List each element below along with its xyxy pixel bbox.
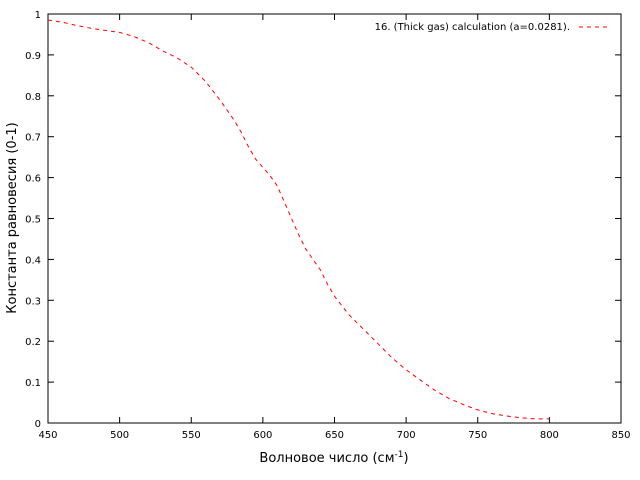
y-tick-label: 0.7 [25,133,41,144]
x-tick-label: 700 [397,430,416,441]
legend: 16. (Thick gas) calculation (a=0.0281). [375,22,611,33]
x-axis-title-end: ) [403,451,408,466]
x-tick-label: 800 [540,430,559,441]
y-tick-label: 0.9 [25,51,41,62]
plot-frame [47,13,622,424]
y-tick-label: 0.3 [25,296,41,307]
x-axis-title-superscript: -1 [395,450,404,460]
axis-ticks [47,13,622,424]
x-tick-label: 550 [182,430,201,441]
series-line [47,19,550,420]
y-tick-label: 0 [35,419,41,430]
y-tick-label: 0.1 [25,378,41,389]
x-tick-label: 750 [468,430,487,441]
x-tick-label: 450 [38,430,57,441]
x-axis-title-main: Волновое число (см [259,451,394,466]
x-tick-label: 650 [325,430,344,441]
legend-label: 16. (Thick gas) calculation (a=0.0281). [375,22,570,33]
y-axis-title: Константа равновесия (0-1) [5,122,20,313]
x-tick-label: 500 [110,430,129,441]
axis-tick-labels: 450 500 550 600 650 700 750 800 850 0 0.1 0.2 0.3 0.4… [25,10,630,441]
y-tick-label: 0.6 [25,174,41,185]
y-tick-label: 0.4 [25,255,41,266]
x-tick-label: 850 [611,430,630,441]
y-tick-label: 1 [35,10,41,21]
y-tick-label: 0.5 [25,215,41,226]
y-tick-label: 0.8 [25,92,41,103]
y-tick-label: 0.2 [25,337,41,348]
x-tick-label: 600 [253,430,272,441]
x-axis-title: Волновое число (см-1) [259,450,408,466]
